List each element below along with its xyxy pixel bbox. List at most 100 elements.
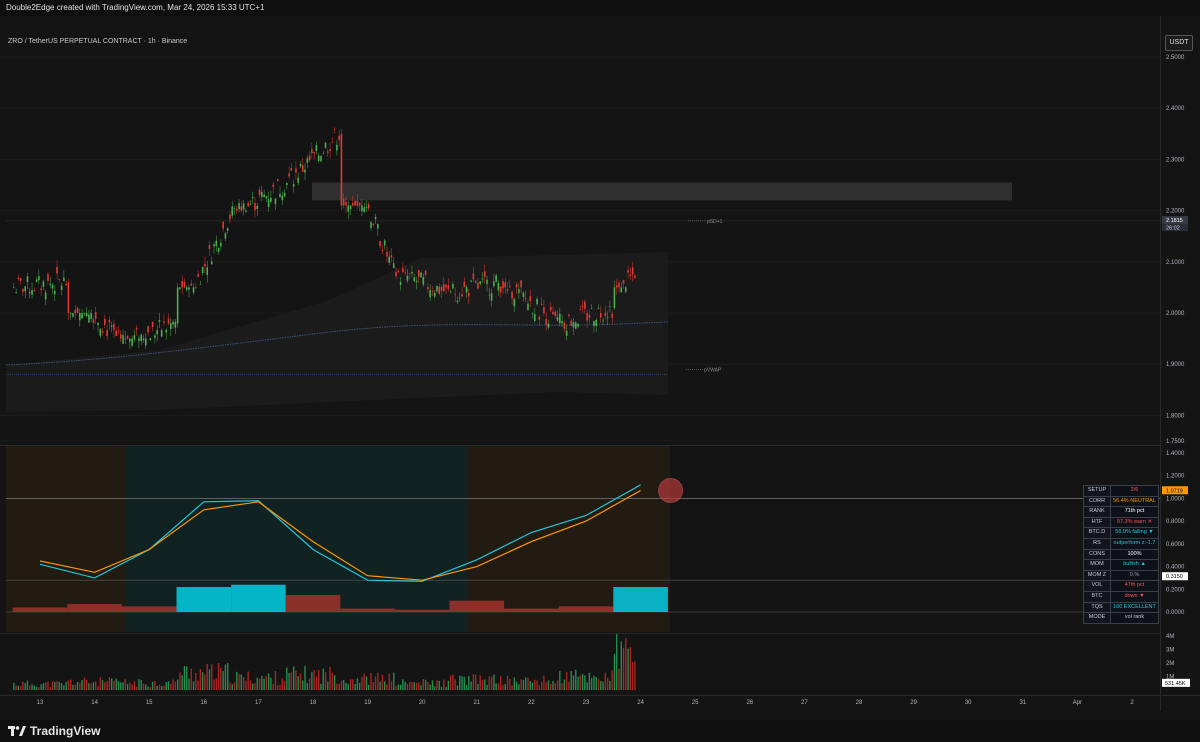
candle-body — [35, 279, 38, 282]
stats-row: RS outperform z:-1.7 — [1083, 537, 1159, 550]
stats-value: outperform z:-1.7 — [1110, 537, 1159, 550]
candle-body — [497, 282, 500, 291]
candle-body — [279, 194, 281, 198]
volume-bar — [629, 647, 632, 690]
stats-key: BTC — [1083, 590, 1111, 603]
volume-bar — [575, 669, 577, 690]
signal-marker — [658, 477, 684, 503]
regime-bg — [6, 446, 126, 632]
volume-bar — [415, 682, 418, 690]
stats-value: 56.4% NEUTRAL — [1110, 495, 1159, 508]
candle-body — [142, 338, 145, 341]
volume-bar — [581, 673, 584, 690]
candle-body — [270, 197, 272, 202]
stats-row: MODE vol rank — [1083, 612, 1159, 624]
volume-bar — [572, 675, 575, 690]
chart-svg[interactable]: pSD+1 pVWAP 2.5000 2.4000 2.3000 2.2000 2.100… — [0, 0, 1200, 722]
volume-bar — [495, 683, 497, 690]
price-tick-label: 2.3000 — [1166, 157, 1185, 163]
candle-body — [615, 285, 618, 288]
candle-body — [247, 203, 249, 207]
osc-histogram-bar — [121, 606, 177, 612]
candle-body — [499, 286, 502, 293]
candle-body — [559, 313, 561, 324]
volume-bar — [609, 680, 611, 690]
volume-bar — [622, 647, 625, 690]
candle-body — [69, 313, 72, 314]
candle-body — [17, 277, 20, 280]
osc-tick-label: 0.4000 — [1166, 565, 1185, 571]
resistance-zone — [312, 182, 1012, 201]
candle-body — [292, 184, 295, 187]
volume-bar — [333, 675, 336, 690]
volume-bar — [188, 678, 190, 690]
candle-body — [183, 281, 186, 288]
candle-body — [42, 281, 45, 287]
volume-bar — [274, 670, 277, 690]
candle-body — [149, 338, 152, 340]
candle-body — [374, 216, 377, 220]
stats-key: VOL — [1083, 580, 1111, 592]
candle-body — [613, 287, 616, 308]
time-axis-label: 14 — [91, 700, 98, 706]
candle-body — [538, 316, 541, 320]
volume-bar — [142, 683, 145, 690]
volume-bar — [395, 686, 397, 690]
volume-bar — [354, 684, 356, 690]
candle-body — [115, 330, 118, 336]
volume-bar — [15, 685, 17, 690]
volume-bar — [329, 666, 331, 690]
volume-bar — [117, 681, 120, 690]
volume-bar — [54, 681, 56, 690]
candle-body — [595, 319, 598, 326]
volume-bar — [343, 679, 345, 690]
volume-bar — [502, 685, 504, 690]
candle-body — [629, 274, 632, 276]
candle-body — [44, 292, 47, 300]
volume-bar — [101, 680, 104, 690]
time-axis-label: 18 — [310, 700, 317, 706]
volume-bar — [545, 682, 547, 690]
candle-body — [579, 309, 582, 310]
volume-bar — [429, 684, 431, 690]
volume-bar — [404, 681, 406, 690]
candle-body — [81, 313, 83, 319]
time-axis-label: 31 — [1019, 700, 1026, 706]
volume-bar — [227, 662, 229, 690]
candle-body — [563, 322, 566, 329]
currency-button[interactable]: USDT — [1165, 35, 1193, 51]
stats-value: 71th pct — [1110, 506, 1159, 518]
volume-bar — [308, 678, 311, 690]
candle-body — [438, 286, 441, 294]
stats-key: MODE — [1083, 612, 1111, 624]
candle-body — [165, 329, 168, 333]
candle-body — [40, 288, 42, 291]
candle-body — [495, 275, 497, 282]
candle-body — [240, 206, 243, 211]
candle-body — [411, 272, 413, 274]
candle-body — [31, 289, 33, 296]
candle-body — [222, 221, 224, 229]
volume-bar — [170, 683, 172, 690]
candle-body — [67, 282, 70, 313]
candle-body — [452, 284, 454, 289]
stats-key: CORR — [1083, 495, 1111, 508]
candle-body — [185, 287, 188, 290]
volume-bar — [176, 679, 179, 690]
candle-body — [76, 307, 79, 313]
tradingview-logo[interactable]: TradingView — [8, 721, 100, 741]
stats-value: down ▼ — [1110, 590, 1159, 603]
volume-bar — [509, 678, 511, 690]
volume-bar — [67, 680, 70, 690]
candle-body — [390, 255, 393, 258]
stats-row: SETUP 2/6 — [1083, 485, 1159, 497]
volume-bar — [397, 684, 399, 690]
symbol-title: ZRO / TetherUS PERPETUAL CONTRACT · 1h ·… — [8, 38, 188, 45]
volume-bar — [31, 684, 33, 690]
candle-body — [315, 145, 318, 151]
candle-body — [620, 287, 623, 293]
price-panel: pSD+1 pVWAP — [5, 127, 1160, 412]
stats-table: SETUP 2/6 CORR 56.4% NEUTRAL RANK 71th pct HTF… — [1083, 485, 1159, 624]
volume-bar — [461, 676, 463, 690]
volume-bar — [584, 675, 586, 690]
